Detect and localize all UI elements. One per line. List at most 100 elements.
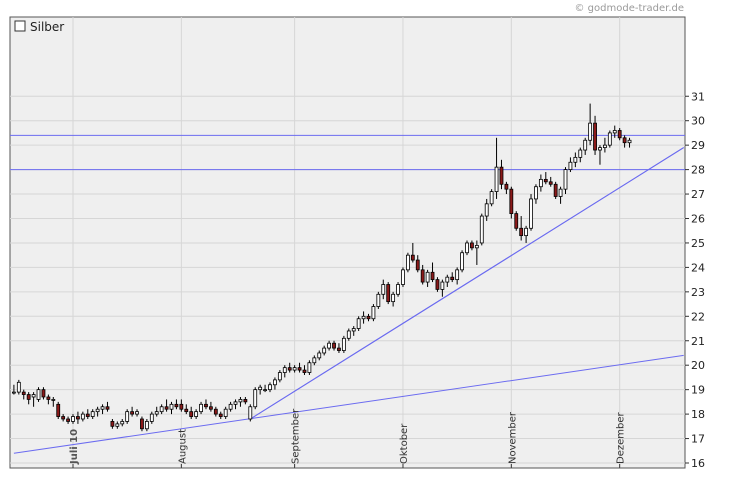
candle-body	[135, 411, 139, 415]
candle-body	[627, 139, 632, 144]
y-tick-label: 21	[691, 335, 705, 348]
candle-body	[268, 384, 272, 391]
candle-body	[553, 183, 558, 197]
candle-body	[401, 269, 405, 285]
y-tick-label: 29	[691, 139, 705, 152]
candle-body	[573, 156, 578, 163]
trend-lines	[13, 147, 684, 454]
candle-body	[154, 411, 159, 415]
y-tick-label: 16	[691, 457, 705, 470]
candle-body	[450, 276, 455, 281]
candle-body	[76, 416, 80, 420]
y-axis-ticks: 16 17 18 19 20 21 22 23 24 25 26 27 28 29 30 31	[685, 90, 705, 470]
candle-body	[529, 198, 533, 229]
candle-body	[484, 203, 489, 217]
y-tick-label: 22	[691, 310, 705, 323]
candle-body	[519, 227, 524, 237]
candle-body	[376, 293, 381, 307]
candle-body	[534, 186, 538, 200]
candle-body	[213, 408, 218, 415]
candle-body	[95, 408, 100, 413]
candle-body	[603, 144, 607, 148]
candle-body	[243, 399, 248, 403]
candle-body	[248, 406, 253, 420]
candle-body	[263, 389, 267, 392]
candle-body	[410, 254, 415, 261]
candle-body	[593, 122, 597, 151]
candle-body	[568, 161, 573, 170]
candle-body	[465, 242, 469, 254]
candle-body	[460, 252, 464, 271]
candle-body	[194, 411, 199, 417]
candle-body	[341, 337, 346, 351]
y-tick-label: 20	[691, 359, 705, 372]
candle-body	[80, 413, 85, 420]
y-tick-label: 25	[691, 237, 705, 250]
candle-body	[36, 389, 41, 400]
candle-body	[435, 279, 440, 290]
candle-body	[273, 379, 277, 386]
candle-body	[21, 391, 26, 395]
candle-body	[11, 391, 16, 394]
grid	[10, 17, 685, 468]
candle-body	[149, 413, 154, 422]
y-tick-label: 17	[691, 433, 705, 446]
candle-body	[337, 347, 341, 351]
y-tick-label: 19	[691, 384, 705, 397]
trend-line	[13, 354, 684, 454]
candle-body	[51, 399, 56, 401]
candle-body	[287, 367, 292, 371]
x-tick-label: Juli 10	[69, 429, 80, 465]
candle-body	[548, 181, 553, 185]
legend-label: Silber	[30, 20, 64, 34]
candle-body	[489, 191, 494, 205]
candle-body	[425, 271, 430, 283]
candle-body	[130, 411, 135, 415]
candle-body	[346, 330, 351, 339]
candle-body	[322, 347, 327, 354]
candles	[11, 103, 632, 432]
candle-body	[184, 408, 189, 413]
candle-body	[159, 406, 164, 413]
y-tick-label: 31	[691, 90, 705, 103]
candle-body	[90, 411, 95, 417]
candle-body	[179, 403, 184, 410]
candle-body	[524, 227, 528, 237]
legend: Silber	[14, 20, 64, 34]
candle-body	[366, 315, 371, 320]
candle-body	[538, 178, 543, 188]
candle-body	[351, 328, 356, 332]
candle-body	[307, 362, 312, 373]
candle-body	[16, 381, 21, 393]
candle-body	[292, 367, 297, 371]
x-tick-label: November	[507, 411, 518, 464]
candle-body	[61, 416, 66, 420]
candle-body	[41, 389, 46, 398]
candle-body	[282, 367, 287, 373]
x-tick-label: September	[291, 408, 302, 464]
candle-body	[312, 357, 317, 364]
candle-body	[356, 318, 361, 329]
candle-body	[440, 281, 445, 290]
candle-body	[204, 403, 208, 408]
candle-body	[140, 418, 144, 430]
candle-body	[105, 406, 110, 410]
candle-body	[120, 421, 125, 425]
candle-body	[199, 403, 203, 413]
candle-body	[115, 423, 120, 427]
candle-body	[100, 406, 105, 410]
candle-body	[514, 213, 519, 229]
candle-body	[31, 394, 36, 398]
candle-body	[607, 132, 612, 146]
candle-body	[71, 416, 75, 422]
x-axis-ticks: Juli 10 August September Oktober November Dez…	[69, 408, 627, 468]
candle-body	[612, 130, 617, 134]
y-tick-label: 26	[691, 213, 705, 226]
candle-body	[588, 122, 593, 141]
candle-body	[479, 215, 484, 244]
candle-body	[110, 421, 115, 427]
y-tick-label: 23	[691, 286, 705, 299]
candle-body	[302, 369, 307, 373]
candle-body	[238, 399, 243, 403]
x-tick-label: Dezember	[616, 412, 627, 464]
